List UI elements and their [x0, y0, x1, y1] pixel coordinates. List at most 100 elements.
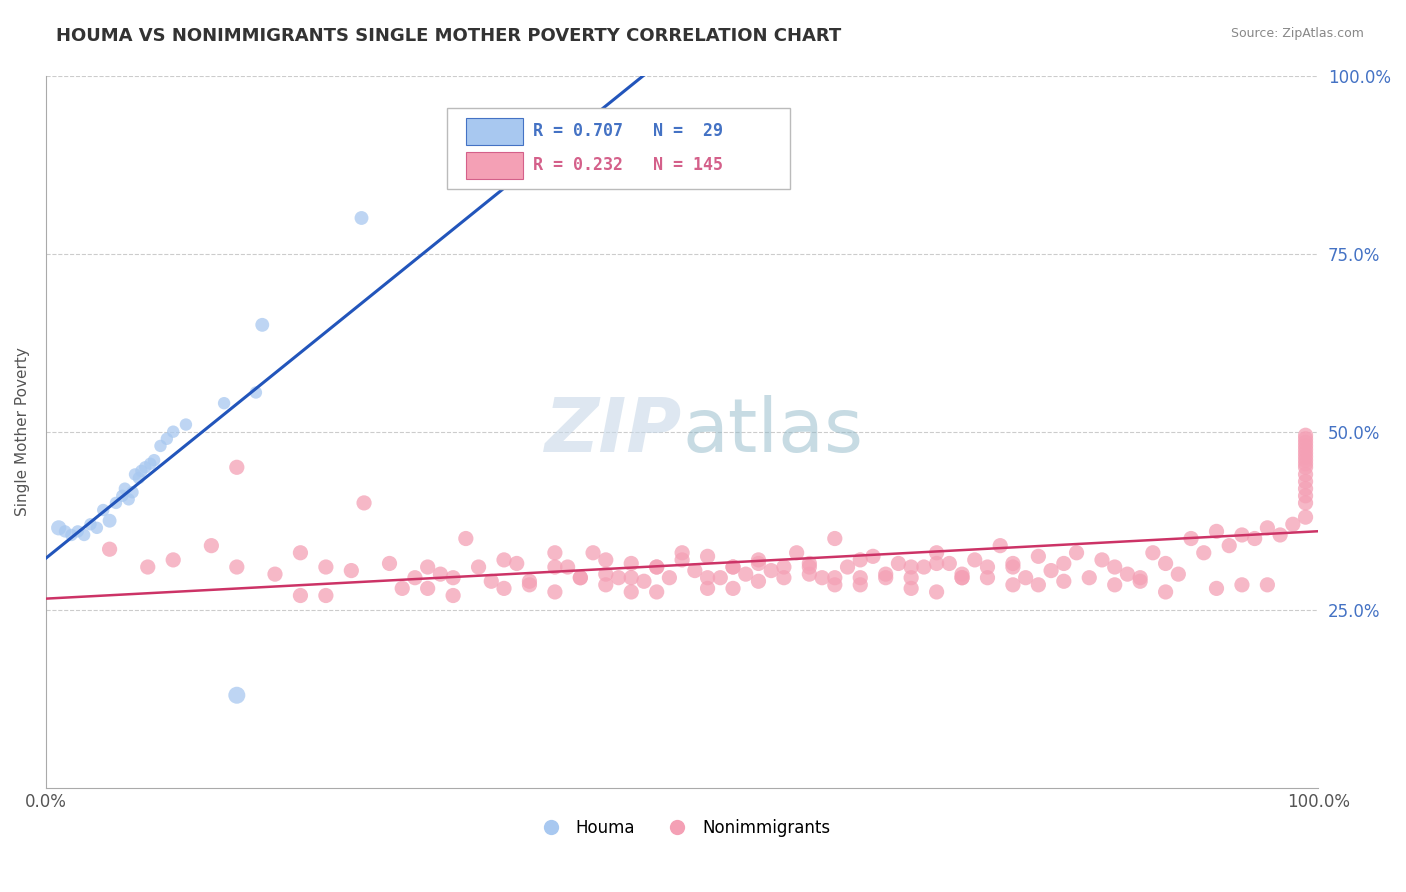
Point — [683, 564, 706, 578]
Point — [162, 553, 184, 567]
Point — [225, 560, 247, 574]
Point — [607, 571, 630, 585]
Point — [1230, 528, 1253, 542]
Point — [73, 528, 96, 542]
Text: atlas: atlas — [682, 395, 863, 468]
Point — [875, 567, 897, 582]
Point — [925, 557, 948, 571]
Point — [837, 560, 859, 574]
Point — [1256, 578, 1278, 592]
Point — [492, 553, 515, 567]
Point — [849, 571, 872, 585]
Point — [479, 574, 502, 589]
Point — [48, 521, 70, 535]
Point — [1218, 539, 1240, 553]
Point — [114, 482, 136, 496]
Point — [1295, 475, 1317, 489]
Point — [887, 557, 910, 571]
Bar — [465, 118, 523, 145]
Point — [1295, 460, 1317, 475]
Point — [252, 318, 274, 332]
Point — [1053, 574, 1076, 589]
Point — [225, 460, 247, 475]
Point — [1295, 435, 1317, 450]
Point — [620, 585, 643, 599]
Point — [519, 574, 541, 589]
Point — [950, 567, 973, 582]
Point — [124, 467, 146, 482]
Point — [1091, 553, 1114, 567]
Point — [506, 557, 529, 571]
Point — [1078, 571, 1101, 585]
Point — [747, 553, 769, 567]
Point — [824, 578, 846, 592]
Point — [620, 557, 643, 571]
Point — [696, 571, 718, 585]
Point — [429, 567, 451, 582]
Point — [1256, 521, 1278, 535]
Point — [212, 396, 235, 410]
Point — [773, 560, 796, 574]
Point — [264, 567, 287, 582]
Point — [645, 560, 668, 574]
Point — [290, 589, 312, 603]
Point — [1295, 428, 1317, 442]
Point — [849, 578, 872, 592]
Point — [391, 582, 413, 596]
Point — [128, 471, 150, 485]
Point — [900, 571, 922, 585]
Point — [709, 571, 731, 585]
Point — [1243, 532, 1265, 546]
Point — [162, 425, 184, 439]
Point — [134, 460, 156, 475]
Y-axis label: Single Mother Poverty: Single Mother Poverty — [15, 347, 30, 516]
Point — [1192, 546, 1215, 560]
Point — [595, 553, 617, 567]
Point — [824, 532, 846, 546]
Point — [156, 432, 179, 446]
Point — [925, 585, 948, 599]
Point — [976, 571, 998, 585]
Point — [86, 521, 108, 535]
Point — [60, 528, 83, 542]
Point — [1205, 524, 1227, 539]
Point — [416, 560, 439, 574]
Point — [1001, 557, 1024, 571]
Text: ZIP: ZIP — [546, 395, 682, 468]
Point — [1295, 432, 1317, 446]
Point — [1167, 567, 1189, 582]
Point — [1066, 546, 1088, 560]
Point — [174, 417, 197, 432]
Point — [104, 496, 127, 510]
Point — [290, 546, 312, 560]
Text: R = 0.707   N =  29: R = 0.707 N = 29 — [533, 122, 723, 140]
Point — [620, 571, 643, 585]
Point — [721, 560, 744, 574]
Point — [759, 564, 782, 578]
Point — [118, 492, 141, 507]
Point — [454, 532, 477, 546]
Point — [900, 560, 922, 574]
Point — [492, 582, 515, 596]
Point — [544, 560, 567, 574]
Point — [938, 557, 960, 571]
Point — [976, 560, 998, 574]
Point — [799, 560, 821, 574]
Point — [658, 571, 681, 585]
Point — [245, 385, 267, 400]
Point — [773, 571, 796, 585]
Point — [467, 560, 489, 574]
Point — [645, 585, 668, 599]
Point — [1295, 439, 1317, 453]
Point — [1268, 528, 1291, 542]
Point — [66, 524, 89, 539]
Point — [696, 582, 718, 596]
Point — [1295, 442, 1317, 457]
Point — [963, 553, 986, 567]
Point — [1142, 546, 1164, 560]
Point — [225, 688, 247, 702]
Point — [671, 546, 693, 560]
Point — [98, 542, 121, 557]
Point — [734, 567, 756, 582]
Point — [595, 567, 617, 582]
